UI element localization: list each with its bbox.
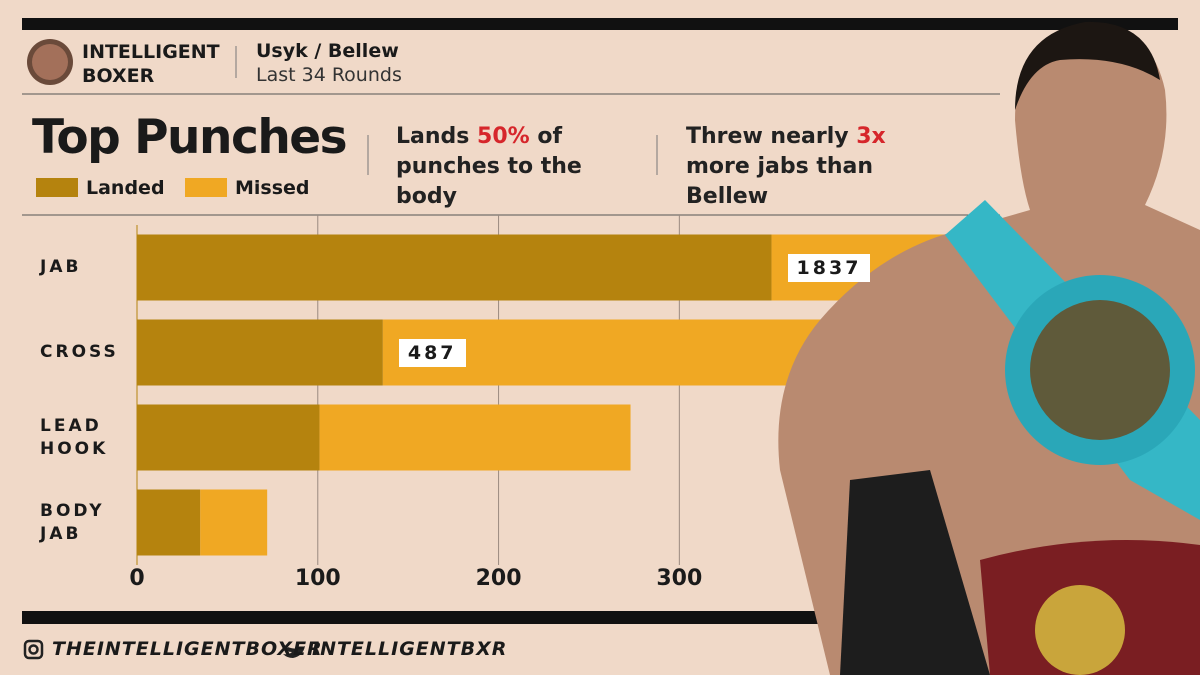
x-tick-label: 100 (294, 566, 341, 591)
legend-swatch (185, 178, 227, 197)
instagram-icon (28, 644, 39, 655)
category-label: LEAD HOOK (40, 415, 109, 459)
category-label: CROSS (40, 342, 119, 362)
callout-text: Lands (396, 124, 478, 149)
x-tick-label: 200 (475, 566, 522, 591)
boxer-hair (1015, 21, 1160, 110)
x-tick-label: 300 (656, 566, 703, 591)
total-label: 487 (398, 338, 466, 367)
bar-segment (137, 404, 320, 471)
logo-inner (32, 44, 68, 80)
category-label: BODY JAB (40, 500, 105, 544)
x-tick-label: 0 (129, 566, 145, 591)
twitter-handle: INTELLIGENTBXR (312, 638, 508, 660)
instagram-handle: THEINTELLIGENTBOXER (52, 638, 323, 660)
legend-swatch (36, 178, 78, 197)
callout-text: Threw nearly (686, 124, 857, 149)
bar-segment (319, 404, 631, 471)
boxer-photo (778, 21, 1200, 675)
callout-text: more jabs than Bellew (686, 154, 874, 209)
callout: Threw nearly 3x more jabs than Bellew (686, 122, 956, 212)
twitter-icon (283, 642, 305, 658)
category-label: JAB (40, 257, 82, 277)
matchup: Usyk / Bellew (256, 40, 399, 62)
belt-gold (1035, 585, 1125, 675)
period: Last 34 Rounds (256, 64, 402, 86)
callout-text: of punches to the body (396, 124, 582, 209)
callout-highlight: 3x (856, 124, 886, 149)
legend-label: Missed (235, 177, 310, 199)
callout: Lands 50% of punches to the body (396, 122, 646, 212)
top-rule (22, 18, 1178, 30)
bar-segment (137, 234, 772, 301)
instagram-icon (23, 639, 44, 660)
callout-highlight: 50% (477, 124, 530, 149)
belt-center (1030, 300, 1170, 440)
bar-segment (200, 489, 268, 556)
bar-segment (137, 489, 201, 556)
chart-title: Top Punches (32, 110, 348, 165)
bar-segment (137, 319, 383, 386)
brand: INTELLIGENT BOXER (82, 41, 220, 87)
belt-black (840, 470, 990, 675)
total-label: 1837 (787, 253, 871, 282)
legend-label: Landed (86, 177, 165, 199)
